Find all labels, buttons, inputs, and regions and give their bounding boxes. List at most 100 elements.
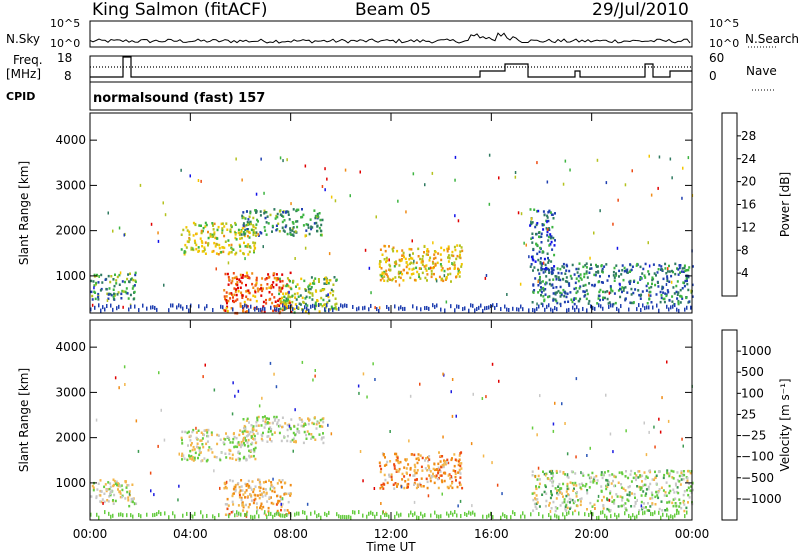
power-cell	[559, 278, 562, 282]
beam-title: Beam 05	[355, 0, 432, 20]
velocity-cell	[246, 512, 248, 517]
power-cell	[248, 215, 251, 218]
power-cell	[648, 293, 650, 297]
power-cell	[156, 307, 158, 312]
colorbar-tick-label: −100	[741, 450, 774, 464]
velocity-cell	[236, 510, 238, 515]
velocity-cell	[230, 511, 233, 514]
velocity-cell	[237, 482, 240, 485]
power-cell	[282, 303, 284, 308]
velocity-cell	[231, 494, 234, 498]
velocity-cell	[200, 431, 203, 434]
velocity-cell	[158, 371, 160, 375]
velocity-cell	[427, 459, 430, 463]
power-cell	[626, 291, 629, 294]
power-cell	[496, 303, 498, 308]
power-cell	[668, 264, 670, 268]
power-cell	[546, 220, 548, 224]
velocity-cell	[262, 419, 265, 422]
velocity-cell	[658, 470, 661, 473]
velocity-cell	[322, 441, 325, 445]
power-cell	[437, 252, 440, 255]
power-cell	[542, 286, 545, 290]
power-cell	[657, 281, 659, 284]
velocity-cell	[632, 513, 634, 518]
power-cell	[378, 308, 380, 313]
velocity-cell	[242, 509, 245, 512]
power-cell	[424, 276, 427, 280]
velocity-cell	[674, 482, 677, 485]
velocity-cell	[219, 458, 222, 462]
velocity-cell	[606, 479, 609, 482]
velocity-cell	[481, 397, 484, 400]
power-cell	[675, 284, 678, 288]
velocity-cell	[470, 442, 473, 446]
power-cell	[442, 279, 445, 283]
velocity-cell	[666, 471, 669, 475]
velocity-cell	[238, 485, 241, 489]
colorbar-tick-label: 12	[741, 220, 756, 234]
velocity-cell	[217, 434, 220, 437]
power-cell	[310, 227, 313, 231]
velocity-cell	[683, 473, 686, 477]
velocity-cell	[536, 501, 539, 504]
velocity-cell	[277, 499, 280, 503]
velocity-cell	[426, 469, 429, 472]
power-cell	[600, 304, 602, 309]
power-cell	[441, 267, 444, 270]
velocity-cell	[266, 500, 269, 503]
power-cell	[391, 247, 394, 251]
power-cell	[198, 224, 201, 227]
velocity-cell	[680, 471, 683, 475]
velocity-cell	[207, 449, 210, 452]
velocity-cell	[572, 483, 575, 487]
velocity-cell	[400, 485, 403, 489]
velocity-cell	[254, 485, 257, 488]
power-cell	[384, 272, 387, 275]
power-cell	[380, 275, 383, 278]
velocity-cell	[200, 439, 203, 442]
velocity-cell	[427, 494, 430, 498]
velocity-cell	[534, 497, 536, 500]
velocity-cell	[182, 454, 185, 458]
power-cell	[231, 277, 234, 280]
power-cell	[645, 289, 648, 292]
velocity-cell	[245, 503, 247, 507]
y-axis-label: Slant Range [km]	[17, 161, 31, 265]
velocity-cell	[587, 473, 590, 477]
velocity-cell	[213, 388, 216, 392]
power-cell	[666, 270, 669, 273]
velocity-cell	[504, 514, 506, 519]
velocity-cell	[205, 459, 208, 463]
power-cell	[91, 294, 94, 298]
velocity-cell	[252, 425, 255, 428]
velocity-cell	[286, 434, 289, 438]
power-cell	[195, 232, 198, 235]
colorbar-tick-label: 25	[741, 407, 756, 421]
power-cell	[642, 303, 644, 308]
power-cell	[113, 294, 116, 297]
power-cell	[394, 276, 397, 279]
velocity-cell	[444, 472, 447, 475]
power-cell	[488, 153, 491, 157]
power-cell	[332, 290, 335, 293]
velocity-cell	[112, 484, 115, 488]
velocity-cell	[653, 478, 656, 481]
power-cell	[663, 300, 666, 304]
power-cell	[552, 278, 555, 281]
velocity-cell	[131, 483, 134, 486]
velocity-cell	[491, 362, 494, 366]
velocity-cell	[635, 474, 638, 477]
power-cell	[488, 305, 490, 310]
power-cell	[115, 282, 118, 285]
velocity-cell	[564, 505, 567, 508]
power-cell	[215, 252, 218, 255]
velocity-cell	[412, 474, 415, 477]
power-cell	[253, 250, 255, 254]
power-cell	[293, 230, 296, 234]
nave-tick-low: 0	[709, 69, 717, 83]
velocity-cell	[181, 452, 184, 456]
power-cell	[639, 278, 642, 281]
power-cell	[152, 305, 154, 310]
power-cell	[378, 265, 381, 268]
